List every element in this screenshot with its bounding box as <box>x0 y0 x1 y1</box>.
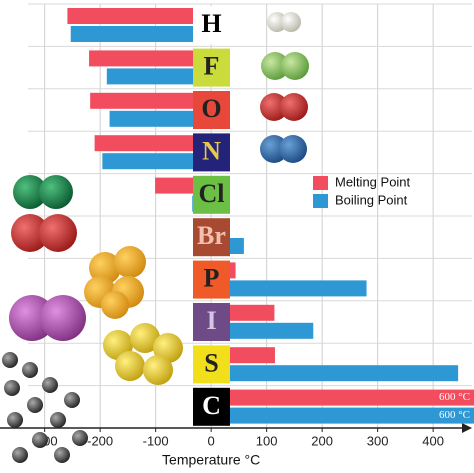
category-label: Br <box>197 221 226 250</box>
category-box <box>193 260 230 299</box>
category-label: N <box>202 136 221 165</box>
x-tick-label: 200 <box>311 433 333 448</box>
legend-label: Melting Point <box>335 174 411 189</box>
bar <box>211 365 459 382</box>
x-tick-label: 400 <box>422 433 444 448</box>
axis-arrow <box>462 423 472 433</box>
category-label: F <box>204 52 220 81</box>
bar <box>90 92 212 109</box>
category-box <box>193 133 230 172</box>
bar <box>67 8 212 24</box>
category-box <box>193 303 230 341</box>
category-box <box>193 48 230 87</box>
category-label: H <box>201 9 221 38</box>
category-label: P <box>204 264 220 293</box>
category-label: S <box>204 348 218 377</box>
x-tick-label: -200 <box>87 433 113 448</box>
bar <box>94 135 212 152</box>
value-label: 600 °C <box>439 409 470 421</box>
bar <box>211 322 314 339</box>
bar <box>211 280 367 297</box>
legend-label: Boiling Point <box>335 192 408 207</box>
category-label: Cl <box>199 179 225 208</box>
category-label: O <box>201 94 221 123</box>
x-tick-label: 100 <box>256 433 278 448</box>
bar <box>211 389 474 406</box>
bar <box>211 407 474 424</box>
category-box <box>193 175 230 214</box>
legend-swatch <box>313 194 328 208</box>
category-box <box>193 387 230 426</box>
legend-swatch <box>313 176 328 190</box>
bar <box>106 68 212 85</box>
bar <box>89 50 212 67</box>
category-box <box>193 91 230 129</box>
bar <box>70 26 212 42</box>
value-label: 600 °C <box>439 391 470 403</box>
bar <box>102 153 212 170</box>
x-tick-label: 0 <box>208 433 215 448</box>
legend: Melting Point Boiling Point <box>313 174 411 208</box>
category-box <box>193 218 230 257</box>
grid <box>0 3 472 433</box>
category-box <box>193 6 230 45</box>
x-tick-label: 300 <box>367 433 389 448</box>
molecule-images <box>2 12 309 463</box>
category-label: C <box>202 391 221 420</box>
x-tick-label: -100 <box>143 433 169 448</box>
x-axis-label: Temperature °C <box>162 452 260 468</box>
bar <box>109 110 212 127</box>
category-box <box>193 345 230 384</box>
category-label: I <box>206 306 216 335</box>
